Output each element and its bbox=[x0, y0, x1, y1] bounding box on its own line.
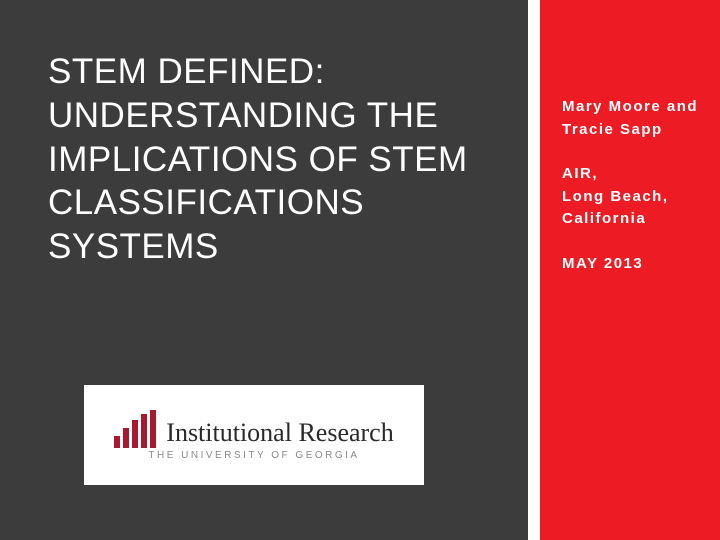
panel-divider bbox=[528, 0, 540, 540]
location-block: AIR, Long Beach, California bbox=[562, 163, 700, 231]
logo-sub-text: THE UNIVERSITY OF GEORGIA bbox=[148, 450, 359, 461]
date-block: MAY 2013 bbox=[562, 253, 700, 276]
location-line-2: Long Beach, California bbox=[562, 186, 700, 231]
side-panel: Mary Moore and Tracie Sapp AIR, Long Bea… bbox=[540, 0, 720, 540]
author-line-1: Mary Moore and bbox=[562, 96, 700, 119]
main-panel: STEM DEFINED: UNDERSTANDING THE IMPLICAT… bbox=[0, 0, 528, 540]
slide-title: STEM DEFINED: UNDERSTANDING THE IMPLICAT… bbox=[48, 50, 510, 269]
logo-top-row: Institutional Research bbox=[114, 410, 393, 448]
institutional-research-logo: Institutional Research THE UNIVERSITY OF… bbox=[84, 385, 424, 485]
presentation-slide: STEM DEFINED: UNDERSTANDING THE IMPLICAT… bbox=[0, 0, 720, 540]
authors-block: Mary Moore and Tracie Sapp bbox=[562, 96, 700, 141]
location-line-1: AIR, bbox=[562, 163, 700, 186]
date-text: MAY 2013 bbox=[562, 253, 700, 276]
author-line-2: Tracie Sapp bbox=[562, 119, 700, 142]
logo-main-text: Institutional Research bbox=[166, 418, 393, 448]
logo-bars-icon bbox=[114, 410, 156, 448]
